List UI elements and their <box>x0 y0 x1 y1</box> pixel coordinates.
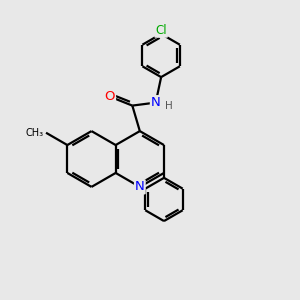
Text: H: H <box>165 101 173 111</box>
Text: N: N <box>151 96 160 109</box>
Text: N: N <box>135 180 145 194</box>
Text: O: O <box>105 90 115 103</box>
Text: CH₃: CH₃ <box>26 128 44 138</box>
Text: Cl: Cl <box>155 24 167 37</box>
